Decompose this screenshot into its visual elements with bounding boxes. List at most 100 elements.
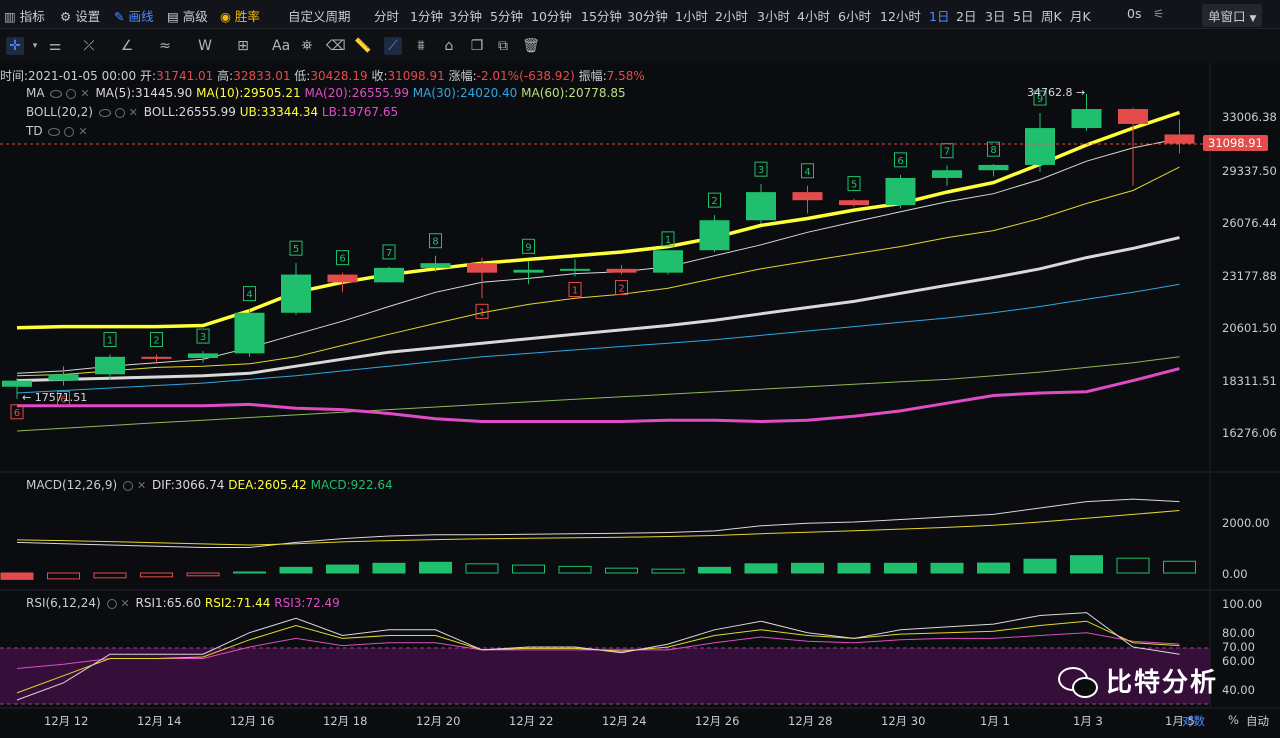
settings-sliders-icon[interactable]: ⚟	[1153, 6, 1165, 21]
close-icon[interactable]: ✕	[78, 125, 88, 138]
td-marker: 3	[754, 161, 768, 177]
period-13[interactable]: 1日	[929, 9, 950, 24]
gear-icon[interactable]	[64, 126, 75, 137]
visibility-icon[interactable]: ⌂	[444, 38, 454, 54]
window-mode-select[interactable]: 单窗口 ▼	[1202, 4, 1263, 27]
period-6[interactable]: 30分钟	[627, 9, 668, 24]
macd-bar	[884, 562, 917, 574]
td-label: 6	[339, 254, 345, 265]
time-tick: 12月 12	[44, 714, 89, 728]
period-18[interactable]: 月K	[1070, 9, 1091, 24]
td-label: 6	[60, 395, 66, 406]
period-8[interactable]: 2小时	[715, 9, 748, 24]
period-11[interactable]: 6小时	[838, 9, 871, 24]
close-icon[interactable]: ✕	[80, 87, 90, 100]
td-box	[429, 233, 442, 249]
gear-icon[interactable]	[66, 88, 77, 99]
gear-icon[interactable]	[122, 480, 133, 491]
close-icon[interactable]: ✕	[136, 479, 147, 492]
copy-icon[interactable]: ❐	[470, 38, 484, 54]
indicators-button[interactable]: ▥ 指标	[4, 6, 45, 25]
period-15[interactable]: 3日	[985, 9, 1006, 24]
eye-icon[interactable]	[98, 108, 111, 117]
gear-icon[interactable]	[106, 598, 117, 609]
period-14[interactable]: 2日	[956, 9, 977, 24]
dropdown-caret-icon[interactable]: ▾	[32, 41, 38, 51]
auto-toggle[interactable]: 自动	[1246, 714, 1269, 728]
ma30-value: MA(30):24020.40	[412, 86, 518, 100]
draw-mode-icon[interactable]: ⟋	[384, 37, 402, 55]
eye-icon[interactable]	[50, 89, 63, 98]
td-box	[708, 192, 721, 208]
td-box	[522, 238, 535, 254]
ray-tool-icon[interactable]: ⤫	[83, 38, 95, 54]
dea-line	[16, 510, 1180, 546]
period-5[interactable]: 15分钟	[581, 9, 622, 24]
watermark: 比特分析	[1058, 662, 1218, 699]
wave-tool-icon[interactable]: W	[198, 38, 212, 54]
trash-icon[interactable]: 🗑	[522, 38, 540, 54]
td-box	[801, 163, 814, 179]
wechat-icon	[1058, 665, 1098, 698]
winrate-label: 胜率	[234, 9, 260, 24]
period-17[interactable]: 周K	[1041, 9, 1062, 24]
ma20-value: MA(20):26555.99	[304, 86, 409, 100]
lock-icon[interactable]: ⩩	[417, 38, 425, 54]
winrate-button[interactable]: ◉ 胜率	[220, 6, 260, 25]
td-label: 9	[525, 242, 531, 253]
boll-ub-line	[16, 110, 1181, 330]
log-toggle[interactable]: 对数	[1182, 714, 1205, 728]
macd-bar	[279, 566, 313, 574]
gear-icon: ⚙	[60, 9, 72, 24]
td-legend: TD ✕	[26, 124, 90, 138]
td-marker: 4	[801, 163, 814, 179]
arrow-left-icon: ←	[22, 391, 32, 404]
td-label: 6	[14, 408, 20, 419]
eraser-icon[interactable]: ⌫	[326, 38, 346, 54]
period-1[interactable]: 1分钟	[410, 9, 443, 24]
period-12[interactable]: 12小时	[880, 9, 921, 24]
ma60-value: MA(60):20778.85	[521, 86, 626, 100]
price-tick: 16276.06	[1222, 426, 1277, 440]
amp-value: 7.58%	[606, 69, 645, 83]
ruler-icon[interactable]: 📏	[354, 38, 372, 54]
advanced-button[interactable]: ▤ 高级	[167, 6, 208, 25]
period-0[interactable]: 分时	[374, 9, 400, 24]
period-2[interactable]: 3分钟	[449, 9, 482, 24]
td-marker: 5	[289, 240, 303, 256]
crosshair-icon[interactable]: ✛	[6, 37, 24, 55]
macd-legend: MACD(12,26,9) ✕ DIF:3066.74 DEA:2605.42 …	[26, 478, 393, 492]
eye-icon[interactable]	[48, 127, 61, 136]
period-16[interactable]: 5日	[1013, 9, 1034, 24]
period-7[interactable]: 1小时	[675, 9, 708, 24]
period-4[interactable]: 10分钟	[531, 9, 572, 24]
period-9[interactable]: 3小时	[757, 9, 790, 24]
close-icon[interactable]: ✕	[128, 106, 138, 119]
td-box	[987, 141, 1000, 157]
channel-tool-icon[interactable]: ≈	[159, 38, 171, 54]
period-10[interactable]: 4小时	[797, 9, 830, 24]
magnet-icon[interactable]: ⛯	[301, 38, 313, 54]
draw-button[interactable]: ✎ 画线	[114, 6, 153, 25]
candle-body	[653, 250, 683, 273]
close-icon[interactable]: ✕	[120, 597, 130, 610]
measure-tool-icon[interactable]: ⊞	[237, 38, 249, 54]
angle-tool-icon[interactable]: ∠	[120, 38, 134, 54]
hline-tool-icon[interactable]: ⚌	[48, 38, 62, 54]
period-3[interactable]: 5分钟	[490, 9, 523, 24]
td-box	[289, 240, 303, 256]
gear-icon[interactable]	[114, 107, 125, 118]
layers-icon[interactable]: ⧉	[498, 38, 508, 54]
candle-body	[978, 164, 1009, 171]
macd-bar	[140, 572, 173, 578]
settings-button[interactable]: ⚙ 设置	[60, 6, 100, 25]
text-tool-icon[interactable]: Aa	[272, 38, 291, 54]
custom-period-button[interactable]: 自定义周期	[288, 9, 351, 24]
candle-body	[188, 353, 218, 358]
dea-value: DEA:2605.42	[228, 478, 307, 492]
percent-toggle[interactable]: %	[1228, 713, 1239, 727]
macd-bar	[698, 566, 731, 574]
td-box	[661, 231, 675, 247]
rsi-tick: 60.00	[1222, 654, 1255, 668]
